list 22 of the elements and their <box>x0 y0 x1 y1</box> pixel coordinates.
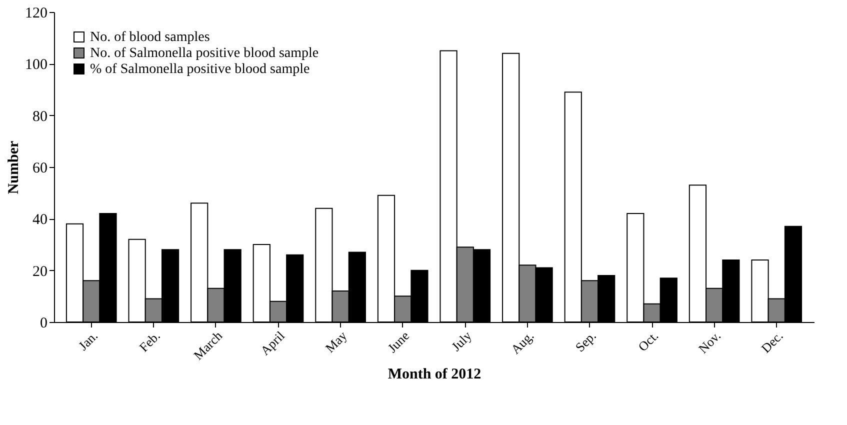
x-axis-title: Month of 2012 <box>388 366 482 383</box>
y-tick-label: 40 <box>32 212 48 228</box>
x-tick-label: July <box>448 328 475 354</box>
x-tick-label: Nov. <box>695 328 724 356</box>
x-tick-label: Feb. <box>136 328 163 355</box>
y-tick-label: 80 <box>32 108 48 125</box>
y-tick-label: 120 <box>25 6 48 22</box>
legend-label: No. of blood samples <box>90 30 210 45</box>
legend-label: % of Salmonella positive blood sample <box>90 62 310 77</box>
y-tick-label: 60 <box>32 160 48 176</box>
x-tick-label: Sep. <box>572 328 599 355</box>
x-tick-label: Dec. <box>758 328 786 356</box>
y-tick-label: 100 <box>25 57 48 74</box>
x-tick-label: June <box>384 328 412 356</box>
x-tick-label: May <box>322 328 350 356</box>
y-axis-title: Number <box>6 140 22 194</box>
x-tick-label: Oct. <box>635 328 662 354</box>
y-tick-label: 0 <box>40 316 48 332</box>
y-tick-label: 20 <box>32 264 48 280</box>
x-tick-label: Jan. <box>75 328 101 354</box>
x-tick-label: Aug. <box>508 328 537 357</box>
legend-label: No. of Salmonella positive blood sample <box>90 46 319 61</box>
